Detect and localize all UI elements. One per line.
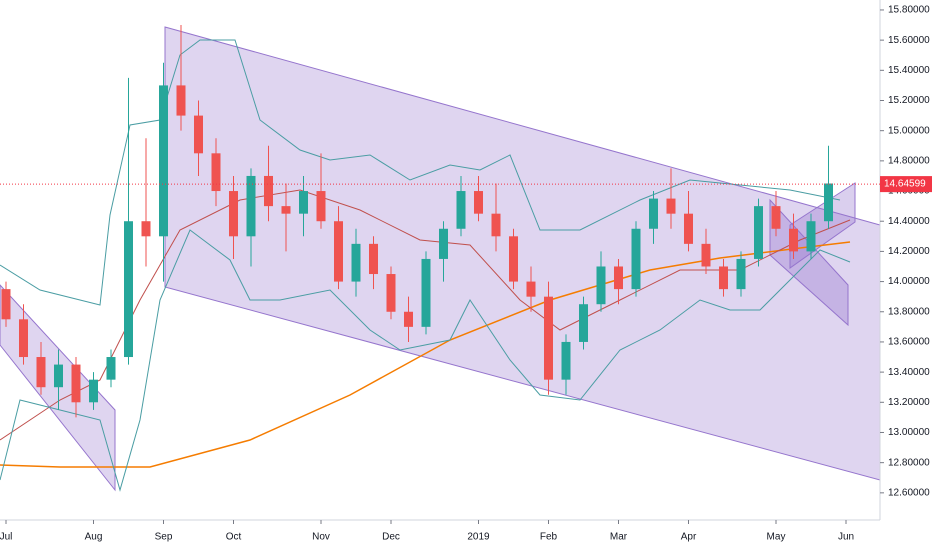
y-tick-label: 15.00000	[888, 125, 930, 136]
candle-body	[369, 243, 378, 275]
x-tick-label: Dec	[382, 532, 400, 543]
candle-body	[701, 243, 711, 267]
candle-body	[299, 191, 308, 214]
x-tick-label: Mar	[610, 532, 628, 543]
y-tick-label: 12.80000	[888, 457, 930, 468]
candle-body	[176, 85, 186, 116]
candle-body	[229, 191, 238, 237]
candle-body	[386, 274, 396, 312]
candle-body	[596, 266, 606, 305]
x-tick-label: Oct	[226, 532, 242, 543]
x-tick-label: Nov	[312, 532, 330, 543]
candle-body	[54, 364, 63, 388]
candle-body	[561, 341, 571, 380]
x-tick-label: 2019	[467, 532, 490, 543]
y-tick-label: 14.20000	[888, 246, 930, 257]
candle-body	[141, 221, 151, 237]
candle-body	[246, 175, 256, 237]
candle-body	[89, 379, 98, 403]
candle-body	[316, 191, 326, 222]
y-tick-label: 14.80000	[888, 155, 930, 166]
candle-body	[789, 228, 798, 252]
candle-body	[806, 221, 816, 252]
candle-body	[19, 319, 28, 358]
y-tick-label: 13.60000	[888, 337, 930, 348]
candle-body	[421, 258, 431, 327]
candle-body	[351, 243, 361, 282]
candle-body	[1, 289, 11, 320]
candle-body	[439, 228, 448, 259]
y-tick-label: 14.40000	[888, 216, 930, 227]
candle-body	[124, 221, 133, 358]
candle-body	[579, 304, 588, 342]
x-tick-label: Feb	[540, 532, 558, 543]
x-tick-label: Jun	[838, 532, 854, 543]
candle-body	[544, 296, 553, 380]
bollinger-band	[0, 229, 851, 492]
y-tick-label: 14.00000	[888, 276, 930, 287]
y-tick-label: 13.20000	[888, 397, 930, 408]
candle-body	[719, 266, 728, 290]
candle-body	[71, 364, 81, 403]
candle-body	[491, 213, 501, 237]
y-tick-label: 13.40000	[888, 367, 930, 378]
y-tick-label: 15.20000	[888, 95, 930, 106]
x-tick-label: May	[767, 532, 786, 543]
y-tick-label: 15.80000	[888, 5, 930, 16]
candle-body	[526, 281, 536, 297]
candle-body	[771, 206, 781, 229]
candle-body	[631, 228, 641, 290]
candle-body	[666, 198, 676, 214]
candle-body	[754, 206, 763, 259]
last-price-label: 14.64599	[884, 179, 926, 190]
candle-body	[614, 266, 623, 290]
candle-body	[509, 236, 518, 282]
y-tick-label: 12.60000	[888, 487, 930, 498]
x-tick-label: Jul	[0, 532, 12, 543]
y-tick-label: 15.40000	[888, 65, 930, 76]
y-tick-label: 13.80000	[888, 306, 930, 317]
candle-body	[194, 115, 203, 154]
candle-body	[334, 221, 343, 282]
candle-body	[281, 206, 291, 214]
candle-body	[36, 357, 46, 388]
candle-body	[736, 258, 746, 290]
candle-body	[456, 191, 466, 229]
last-price-box	[880, 176, 932, 193]
candle-body	[824, 183, 833, 222]
candle-body	[684, 213, 693, 244]
candle-body	[159, 85, 168, 237]
x-tick-label: Sep	[155, 532, 173, 543]
candle-body	[404, 311, 413, 327]
y-tick-label: 13.00000	[888, 427, 930, 438]
bollinger-band	[0, 39, 841, 306]
x-tick-label: Aug	[85, 532, 103, 543]
candle-body	[264, 175, 273, 207]
candle-body	[649, 198, 658, 229]
x-tick-label: Apr	[681, 532, 697, 543]
candle-body	[106, 357, 116, 380]
candle-body	[211, 153, 221, 192]
y-tick-label: 15.60000	[888, 35, 930, 46]
candle-body	[474, 191, 483, 214]
